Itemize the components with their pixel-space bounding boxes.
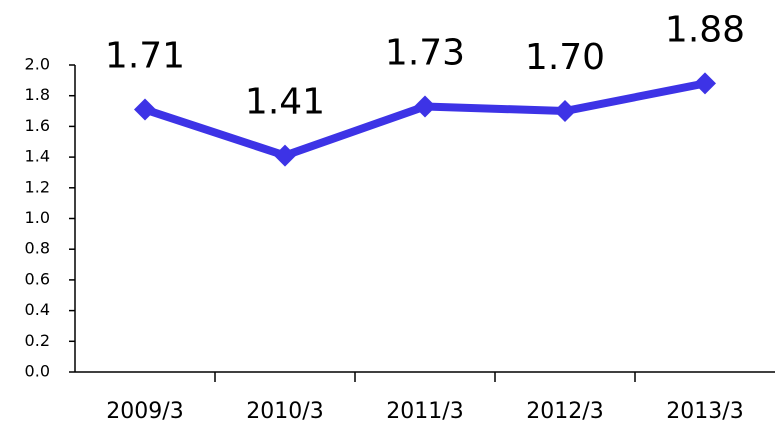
x-tick-label: 2013/3 [666, 399, 743, 424]
data-label: 1.73 [385, 32, 465, 73]
marker [554, 100, 576, 123]
y-tick-label: 0.4 [25, 300, 50, 319]
data-label: 1.88 [665, 9, 745, 50]
y-tick-label: 1.4 [25, 147, 50, 166]
data-label: 1.70 [525, 37, 605, 78]
y-tick-label: 0.6 [25, 269, 50, 288]
marker [694, 72, 716, 95]
y-tick-label: 1.0 [25, 208, 50, 227]
x-tick-label: 2010/3 [246, 399, 323, 424]
y-tick-label: 1.8 [25, 85, 50, 104]
y-tick-label: 2.0 [25, 55, 50, 74]
y-tick-label: 1.2 [25, 177, 50, 196]
y-tick-label: 0.8 [25, 239, 50, 258]
y-tick-label: 0.2 [25, 331, 50, 350]
data-label: 1.41 [245, 82, 325, 123]
y-tick-label: 1.6 [25, 116, 50, 135]
x-tick-label: 2011/3 [386, 399, 463, 424]
x-tick-label: 2009/3 [106, 399, 183, 424]
line [143, 79, 706, 160]
marker [414, 95, 436, 118]
y-tick-label: 0.0 [25, 362, 50, 381]
marker [274, 144, 296, 167]
data-label: 1.71 [105, 36, 185, 77]
marker [134, 98, 156, 121]
x-tick-label: 2012/3 [526, 399, 603, 424]
